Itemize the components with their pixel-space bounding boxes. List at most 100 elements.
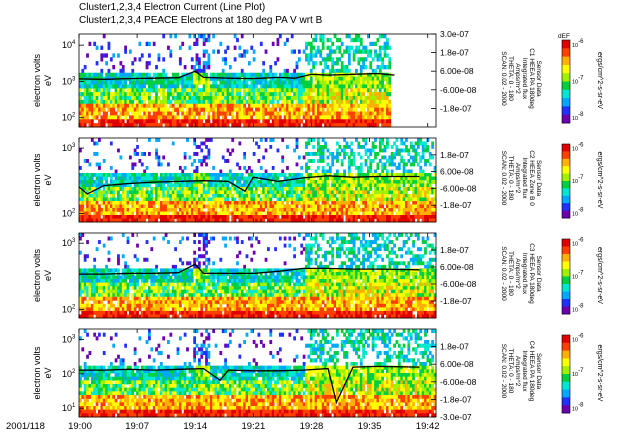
spectrogram-cell [405,148,408,153]
spectrogram-cell [90,80,94,85]
spectrogram-cell [409,183,413,188]
spectrogram-cell [98,138,101,142]
spectrogram-cell [281,88,285,93]
spectrogram-cell [214,99,218,105]
spectrogram-cell [276,37,280,43]
spectrogram-cell [207,57,211,62]
spectrogram-cell [212,107,216,112]
spectrogram-cell [124,123,127,128]
spectrogram-cell [297,197,301,202]
spectrogram-cell [107,41,111,47]
spectrogram-cell [362,215,365,219]
spectrogram-cell [171,197,175,202]
spectrogram-cell [162,215,166,219]
spectrogram-cell [157,138,161,142]
spectrogram-cell [202,215,206,219]
spectrogram-cell [300,166,304,170]
spectrogram-cell [378,190,382,195]
spectrogram-cell [383,103,387,109]
spectrogram-cell [138,84,142,89]
spectrogram-cell [224,57,227,62]
spectrogram-cell [283,180,287,184]
spectrogram-cell [224,190,227,195]
spectrogram-cell [271,76,275,81]
spectrogram-cell [314,197,318,202]
spectrogram-cell [114,310,118,315]
spectrogram-cell [157,159,161,163]
spectrogram-cell [274,208,277,212]
chart-subtitle: Cluster1,2,3,4 PEACE Electrons at 180 de… [79,15,323,26]
spectrogram-cell [79,286,82,291]
spectrogram-cell [290,201,294,205]
spectrogram-cell [371,190,375,195]
spectrogram-cell [331,204,335,209]
spectrogram-cell [207,92,211,97]
spectrogram-cell [112,279,116,283]
spectrogram-cell [143,123,147,128]
spectrogram-cell [362,173,365,177]
spectrogram-cell [133,92,137,97]
spectrogram-cell [188,107,192,112]
spectrogram-cell [319,92,323,97]
spectrogram-cell [217,72,220,78]
spectrogram-cell [98,183,101,188]
spectrogram-cell [136,183,139,188]
spectrogram-cell [276,103,280,109]
spectrogram-cell [383,92,387,97]
spectrogram-cell [178,173,182,177]
spectrogram-cell [328,204,332,209]
spectrogram-cell [362,80,365,85]
spectrogram-cell [243,201,246,205]
spectrogram-cell [198,99,201,105]
spectrogram-cell [331,208,335,212]
spectrogram-cell [414,197,418,202]
spectrogram-cell [167,76,170,81]
spectrogram-cell [359,49,363,54]
spectrogram-cell [369,76,373,81]
spectrogram-cell [188,215,192,219]
spectrogram-cell [262,111,266,116]
spectrogram-cell [128,218,132,223]
spectrogram-cell [340,41,344,47]
spectrogram-cell [314,215,318,219]
spectrogram-cell [93,303,97,308]
spectrogram-cell [88,282,92,287]
spectrogram-cell [409,197,413,202]
spectrogram-cell [274,92,277,97]
spectrogram-cell [247,201,251,205]
spectrogram-cell [245,88,249,93]
spectrogram-cell [188,180,192,184]
spectrogram-cell [195,215,199,219]
spectrogram-cell [386,218,389,223]
spectrogram-cell [186,84,189,89]
spectrogram-cell [102,275,106,280]
spectrogram-cell [278,211,282,216]
spectrogram-cell [119,61,123,66]
spectrogram-cell [378,215,382,219]
spectrogram-cell [88,215,92,219]
spectrogram-cell [159,218,163,223]
spectrogram-cell [117,282,120,287]
spectrogram-cell [228,190,232,195]
spectrogram-cell [257,119,261,124]
spectrogram-cell [300,197,304,202]
spectrogram-cell [247,183,251,188]
spectrogram-cell [83,173,87,177]
spectrogram-cell [136,119,139,124]
spectrogram-cell [243,204,246,209]
spectrogram-cell [369,49,373,54]
spectrogram-cell [205,145,208,149]
spectrogram-cell [202,115,206,120]
spectrogram-cell [362,103,365,109]
spectrogram-cell [136,208,139,212]
spectrogram-cell [140,303,144,308]
spectrogram-cell [121,99,125,105]
spectrogram-cell [224,197,227,202]
spectrogram-cell [424,173,427,177]
spectrogram-cell [390,194,394,198]
spectrogram-cell [400,211,404,216]
spectrogram-cell [148,183,151,188]
spectrogram-cell [250,208,254,212]
spectrogram-cell [176,211,180,216]
spectrogram-cell [212,119,216,124]
